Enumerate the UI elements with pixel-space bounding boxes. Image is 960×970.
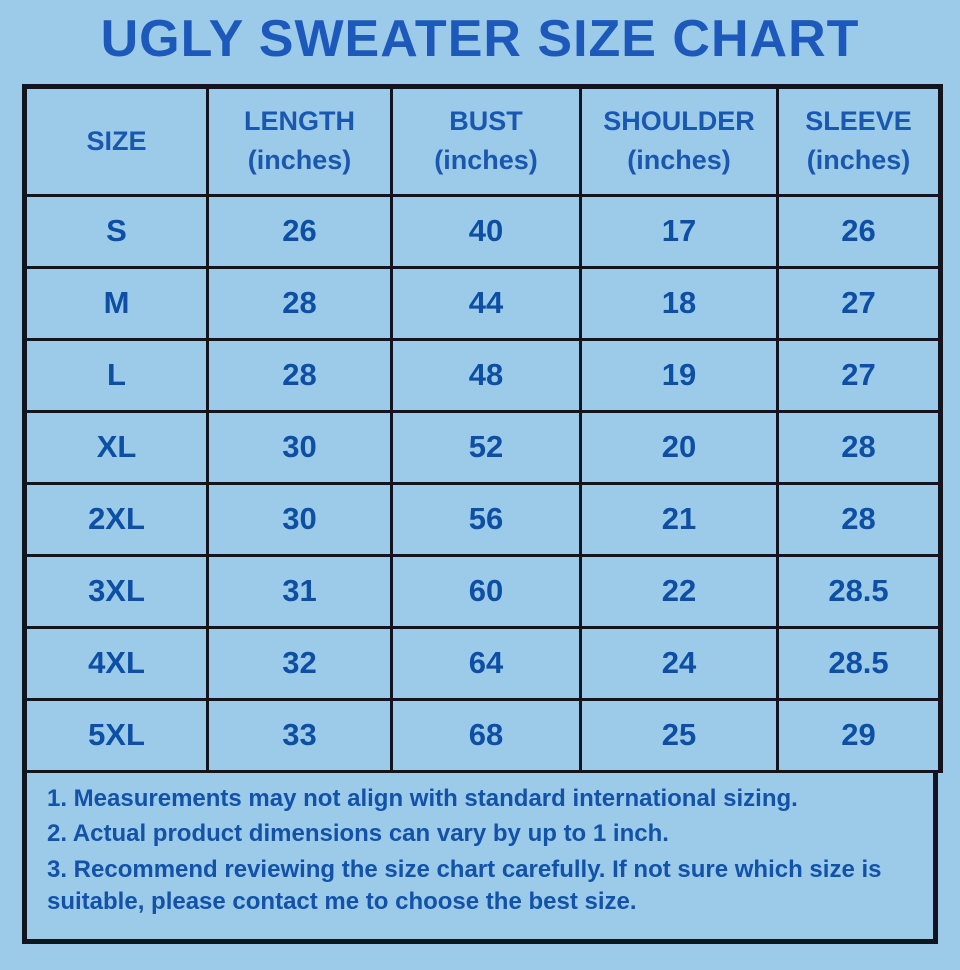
page-title: UGLY SWEATER SIZE CHART — [100, 10, 860, 68]
cell-size: M — [23, 265, 209, 341]
cell-shoulder: 17 — [579, 193, 779, 269]
table-row: XL 30 52 20 28 — [23, 409, 942, 485]
cell-length: 31 — [206, 553, 393, 629]
cell-length: 30 — [206, 409, 393, 485]
cell-length: 30 — [206, 481, 393, 557]
cell-shoulder: 20 — [579, 409, 779, 485]
col-header-size: SIZE — [23, 84, 209, 197]
cell-length: 32 — [206, 625, 393, 701]
note-line-1: 1. Measurements may not align with stand… — [47, 784, 798, 812]
cell-bust: 60 — [390, 553, 582, 629]
cell-size: 3XL — [23, 553, 209, 629]
cell-shoulder: 22 — [579, 553, 779, 629]
cell-shoulder: 18 — [579, 265, 779, 341]
cell-shoulder: 19 — [579, 337, 779, 413]
table-row: L 28 48 19 27 — [23, 337, 942, 413]
table-row: 4XL 32 64 24 28.5 — [23, 625, 942, 701]
col-header-label: SIZE — [86, 125, 147, 156]
col-header-length: LENGTH (inches) — [206, 84, 393, 197]
cell-length: 33 — [206, 697, 393, 773]
cell-size: XL — [23, 409, 209, 485]
cell-size: 4XL — [23, 625, 209, 701]
cell-size: S — [23, 193, 209, 269]
col-header-sleeve: SLEEVE (inches) — [776, 84, 942, 197]
cell-shoulder: 21 — [579, 481, 779, 557]
col-header-unit: (inches) — [806, 145, 911, 176]
cell-bust: 68 — [390, 697, 582, 773]
cell-sleeve: 28.5 — [776, 553, 942, 629]
note-line-3: 3. Recommend reviewing the size chart ca… — [47, 855, 882, 915]
cell-bust: 44 — [390, 265, 582, 341]
note-line-2: 2. Actual product dimensions can vary by… — [47, 820, 669, 848]
cell-length: 26 — [206, 193, 393, 269]
cell-length: 28 — [206, 337, 393, 413]
col-header-bust: BUST (inches) — [390, 84, 582, 197]
cell-size: 2XL — [23, 481, 209, 557]
page: { "colors": { "background": "#9CCBEA", "… — [0, 10, 960, 970]
cell-bust: 56 — [390, 481, 582, 557]
col-header-label: SHOULDER — [603, 106, 755, 137]
cell-shoulder: 24 — [579, 625, 779, 701]
size-table: SIZE LENGTH (inches) BUST (inches) SHOUL… — [22, 83, 943, 773]
cell-shoulder: 25 — [579, 697, 779, 773]
cell-sleeve: 26 — [776, 193, 942, 269]
col-header-label: LENGTH — [244, 106, 355, 137]
cell-bust: 48 — [390, 337, 582, 413]
cell-bust: 52 — [390, 409, 582, 485]
table-row: S 26 40 17 26 — [23, 193, 942, 269]
table-row: 3XL 31 60 22 28.5 — [23, 553, 942, 629]
cell-size: L — [23, 337, 209, 413]
cell-bust: 40 — [390, 193, 582, 269]
cell-size: 5XL — [23, 697, 209, 773]
cell-sleeve: 29 — [776, 697, 942, 773]
col-header-unit: (inches) — [627, 145, 731, 176]
size-chart: SIZE LENGTH (inches) BUST (inches) SHOUL… — [22, 83, 943, 945]
col-header-label: BUST — [449, 106, 523, 137]
cell-length: 28 — [206, 265, 393, 341]
cell-sleeve: 28 — [776, 409, 942, 485]
cell-sleeve: 27 — [776, 265, 942, 341]
header-row: SIZE LENGTH (inches) BUST (inches) SHOUL… — [23, 84, 942, 197]
cell-sleeve: 27 — [776, 337, 942, 413]
table-row: M 28 44 18 27 — [23, 265, 942, 341]
col-header-unit: (inches) — [434, 145, 538, 176]
cell-sleeve: 28 — [776, 481, 942, 557]
table-row: 5XL 33 68 25 29 — [23, 697, 942, 773]
col-header-shoulder: SHOULDER (inches) — [579, 84, 779, 197]
cell-sleeve: 28.5 — [776, 625, 942, 701]
col-header-unit: (inches) — [247, 145, 352, 176]
table-row: 2XL 30 56 21 28 — [23, 481, 942, 557]
notes-section: 1. Measurements may not align with stand… — [22, 772, 938, 945]
cell-bust: 64 — [390, 625, 582, 701]
col-header-label: SLEEVE — [805, 106, 912, 137]
